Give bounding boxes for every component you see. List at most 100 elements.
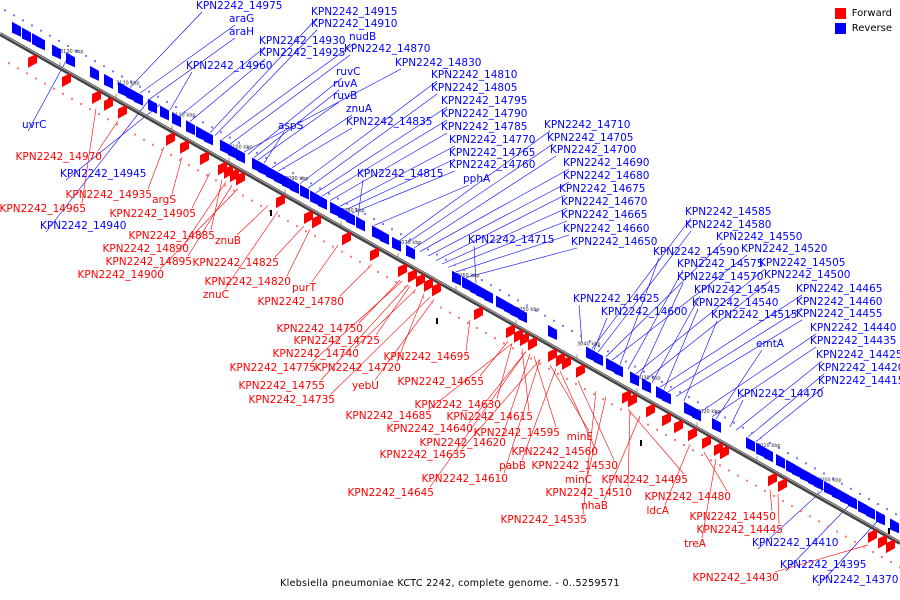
forward-gene-label[interactable]: KPN2242_14890 xyxy=(103,243,189,255)
forward-gene-label[interactable]: KPN2242_14510 xyxy=(546,487,632,499)
reverse-gene-label[interactable]: KPN2242_14945 xyxy=(60,168,146,180)
forward-gene-label[interactable]: purT xyxy=(292,282,317,294)
forward-gene-label[interactable]: znuB xyxy=(215,235,241,247)
reverse-gene-label[interactable]: KPN2242_14585 xyxy=(685,206,771,218)
forward-gene-label[interactable]: KPN2242_14430 xyxy=(693,572,779,584)
reverse-gene-label[interactable]: araG xyxy=(229,13,254,25)
forward-gene-label[interactable]: KPN2242_14905 xyxy=(110,208,196,220)
reverse-gene-label[interactable]: KPN2242_14715 xyxy=(468,234,554,246)
reverse-gene-label[interactable]: KPN2242_14915 xyxy=(311,6,397,18)
forward-gene-label[interactable]: KPN2242_14655 xyxy=(398,376,484,388)
reverse-gene-label[interactable]: KPN2242_14975 xyxy=(196,0,282,12)
reverse-gene-label[interactable]: KPN2242_14415 xyxy=(818,375,900,387)
forward-gene-label[interactable]: KPN2242_14970 xyxy=(16,151,102,163)
forward-gene-label[interactable]: znuC xyxy=(203,289,229,301)
reverse-gene-label[interactable]: KPN2242_14765 xyxy=(449,147,535,159)
reverse-gene-label[interactable]: KPN2242_14590 xyxy=(653,246,739,258)
reverse-gene-label[interactable]: KPN2242_14600 xyxy=(601,306,687,318)
reverse-gene-label[interactable]: KPN2242_14370 xyxy=(812,574,898,586)
reverse-gene-label[interactable]: KPN2242_14815 xyxy=(357,168,443,180)
reverse-gene-label[interactable]: KPN2242_14625 xyxy=(573,293,659,305)
forward-gene-label[interactable]: yebU xyxy=(352,380,379,392)
reverse-gene-label[interactable]: emtA xyxy=(756,338,785,350)
forward-gene-label[interactable]: KPN2242_14610 xyxy=(422,473,508,485)
reverse-gene-label[interactable]: KPN2242_14835 xyxy=(346,116,432,128)
reverse-gene-label[interactable]: KPN2242_14810 xyxy=(431,69,517,81)
reverse-gene-label[interactable]: znuA xyxy=(346,103,373,115)
reverse-gene-label[interactable]: KPN2242_14460 xyxy=(796,296,882,308)
reverse-gene-label[interactable]: KPN2242_14650 xyxy=(571,236,657,248)
forward-gene-label[interactable]: minE xyxy=(567,431,593,443)
forward-gene-label[interactable]: KPN2242_14640 xyxy=(387,423,473,435)
forward-gene-label[interactable]: KPN2242_14820 xyxy=(205,276,291,288)
forward-gene-label[interactable]: KPN2242_14895 xyxy=(106,256,192,268)
reverse-gene-label[interactable]: KPN2242_14790 xyxy=(441,108,527,120)
reverse-gene-label[interactable]: KPN2242_14580 xyxy=(685,219,771,231)
reverse-gene-label[interactable]: KPN2242_14435 xyxy=(810,335,896,347)
forward-gene-label[interactable]: ldcA xyxy=(646,505,669,517)
forward-gene-label[interactable]: KPN2242_14935 xyxy=(66,189,152,201)
reverse-gene-label[interactable]: KPN2242_14570 xyxy=(677,271,763,283)
reverse-gene-label[interactable]: KPN2242_14925 xyxy=(259,47,345,59)
forward-gene-label[interactable]: KPN2242_14725 xyxy=(294,335,380,347)
reverse-gene-label[interactable]: KPN2242_14515 xyxy=(711,309,797,321)
reverse-gene-label[interactable]: KPN2242_14930 xyxy=(259,35,345,47)
reverse-gene-label[interactable]: KPN2242_14760 xyxy=(449,159,535,171)
reverse-gene-label[interactable]: uvrC xyxy=(22,119,47,131)
forward-gene-label[interactable]: KPN2242_14755 xyxy=(239,380,325,392)
reverse-gene-label[interactable]: KPN2242_14540 xyxy=(692,297,778,309)
forward-gene-label[interactable]: KPN2242_14645 xyxy=(348,487,434,499)
reverse-gene-label[interactable]: KPN2242_14440 xyxy=(810,322,896,334)
forward-gene-label[interactable]: KPN2242_14965 xyxy=(0,203,86,215)
forward-gene-label[interactable]: minC xyxy=(565,474,592,486)
forward-gene-label[interactable]: KPN2242_14480 xyxy=(645,491,731,503)
forward-gene-label[interactable]: nhaB xyxy=(581,500,608,512)
reverse-gene-label[interactable]: KPN2242_14545 xyxy=(694,284,780,296)
reverse-gene-label[interactable]: KPN2242_14470 xyxy=(737,388,823,400)
forward-gene-label[interactable]: KPN2242_14535 xyxy=(501,514,587,526)
reverse-gene-label[interactable]: KPN2242_14425 xyxy=(816,349,900,361)
reverse-gene-label[interactable]: KPN2242_14410 xyxy=(752,537,838,549)
forward-gene-label[interactable]: KPN2242_14450 xyxy=(690,511,776,523)
forward-gene-label[interactable]: KPN2242_14885 xyxy=(129,230,215,242)
reverse-gene-label[interactable]: KPN2242_14660 xyxy=(563,223,649,235)
reverse-gene-label[interactable]: ruvC xyxy=(336,66,361,78)
reverse-gene-label[interactable]: KPN2242_14455 xyxy=(796,308,882,320)
reverse-gene-label[interactable]: KPN2242_14785 xyxy=(441,121,527,133)
reverse-gene-label[interactable]: KPN2242_14830 xyxy=(395,57,481,69)
reverse-gene-label[interactable]: KPN2242_14670 xyxy=(561,196,647,208)
reverse-gene-label[interactable]: aspS xyxy=(278,120,304,132)
forward-gene-label[interactable]: KPN2242_14630 xyxy=(415,399,501,411)
reverse-gene-label[interactable]: KPN2242_14520 xyxy=(741,243,827,255)
forward-gene-label[interactable]: treA xyxy=(684,538,707,550)
reverse-gene-label[interactable]: KPN2242_14960 xyxy=(186,60,272,72)
forward-gene-label[interactable]: KPN2242_14780 xyxy=(258,296,344,308)
reverse-gene-label[interactable]: KPN2242_14705 xyxy=(547,132,633,144)
reverse-gene-label[interactable]: araH xyxy=(229,26,254,38)
reverse-gene-label[interactable]: KPN2242_14910 xyxy=(311,18,397,30)
reverse-gene-label[interactable]: KPN2242_14710 xyxy=(544,119,630,131)
reverse-gene-label[interactable]: KPN2242_14870 xyxy=(344,43,430,55)
reverse-gene-label[interactable]: ruvA xyxy=(333,78,358,90)
reverse-gene-label[interactable]: pphA xyxy=(463,173,491,185)
forward-gene-label[interactable]: argS xyxy=(152,194,176,206)
forward-gene-label[interactable]: KPN2242_14615 xyxy=(447,411,533,423)
reverse-gene-label[interactable]: KPN2242_14795 xyxy=(441,95,527,107)
forward-gene-label[interactable]: KPN2242_14620 xyxy=(420,437,506,449)
forward-gene-label[interactable]: pabB xyxy=(499,460,526,472)
forward-gene-label[interactable]: KPN2242_14695 xyxy=(384,351,470,363)
forward-gene-label[interactable]: KPN2242_14900 xyxy=(78,269,164,281)
forward-gene-label[interactable]: KPN2242_14720 xyxy=(315,362,401,374)
forward-gene-label[interactable]: KPN2242_14685 xyxy=(346,410,432,422)
reverse-gene-label[interactable]: KPN2242_14940 xyxy=(40,220,126,232)
reverse-gene-label[interactable]: KPN2242_14420 xyxy=(818,362,900,374)
forward-gene-label[interactable]: KPN2242_14595 xyxy=(474,427,560,439)
forward-gene-label[interactable]: KPN2242_14825 xyxy=(193,257,279,269)
reverse-gene-label[interactable]: KPN2242_14770 xyxy=(449,134,535,146)
forward-gene-label[interactable]: KPN2242_14635 xyxy=(380,449,466,461)
reverse-gene-label[interactable]: KPN2242_14550 xyxy=(716,231,802,243)
reverse-gene-label[interactable]: KPN2242_14700 xyxy=(550,144,636,156)
reverse-gene-label[interactable]: KPN2242_14665 xyxy=(561,209,647,221)
forward-gene-label[interactable]: KPN2242_14495 xyxy=(602,474,688,486)
reverse-gene-label[interactable]: KPN2242_14680 xyxy=(563,170,649,182)
